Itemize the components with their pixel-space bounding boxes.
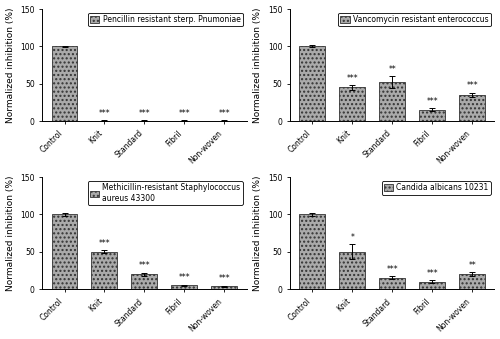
Text: ***: *** — [98, 239, 110, 248]
Legend: Pencillin resistant sterp. Pnumoniae: Pencillin resistant sterp. Pnumoniae — [88, 13, 242, 26]
Text: **: ** — [468, 261, 476, 270]
Text: ***: *** — [346, 74, 358, 83]
Bar — [420, 110, 445, 121]
Text: ***: *** — [138, 109, 150, 118]
Text: ***: *** — [466, 81, 478, 91]
Y-axis label: Normalized inhibition (%): Normalized inhibition (%) — [6, 175, 15, 291]
Y-axis label: Normalized inhibition (%): Normalized inhibition (%) — [254, 7, 262, 123]
Y-axis label: Normalized inhibition (%): Normalized inhibition (%) — [254, 175, 262, 291]
Bar — [459, 274, 485, 289]
Bar — [340, 252, 365, 289]
Bar — [380, 278, 406, 289]
Text: *: * — [350, 233, 354, 242]
Text: ***: *** — [178, 109, 190, 118]
Legend: Vancomycin resistant enterococcus: Vancomycin resistant enterococcus — [338, 13, 490, 26]
Text: **: ** — [388, 65, 396, 74]
Bar — [420, 282, 445, 289]
Text: ***: *** — [178, 274, 190, 282]
Text: ***: *** — [218, 274, 230, 283]
Bar — [92, 252, 118, 289]
Text: ***: *** — [426, 269, 438, 278]
Text: ***: *** — [98, 109, 110, 118]
Text: ***: *** — [138, 261, 150, 271]
Text: ***: *** — [386, 265, 398, 274]
Legend: Candida albicans 10231: Candida albicans 10231 — [382, 181, 490, 195]
Bar — [300, 215, 326, 289]
Bar — [380, 82, 406, 121]
Bar — [132, 274, 158, 289]
Bar — [459, 95, 485, 121]
Bar — [212, 286, 237, 289]
Bar — [52, 215, 78, 289]
Bar — [340, 87, 365, 121]
Bar — [300, 46, 326, 121]
Legend: Methicillin-resistant Staphylococcus
aureus 43300: Methicillin-resistant Staphylococcus aur… — [88, 181, 242, 205]
Text: ***: *** — [218, 109, 230, 118]
Bar — [172, 285, 198, 289]
Y-axis label: Normalized inhibition (%): Normalized inhibition (%) — [6, 7, 15, 123]
Text: ***: *** — [426, 97, 438, 106]
Bar — [52, 46, 78, 121]
